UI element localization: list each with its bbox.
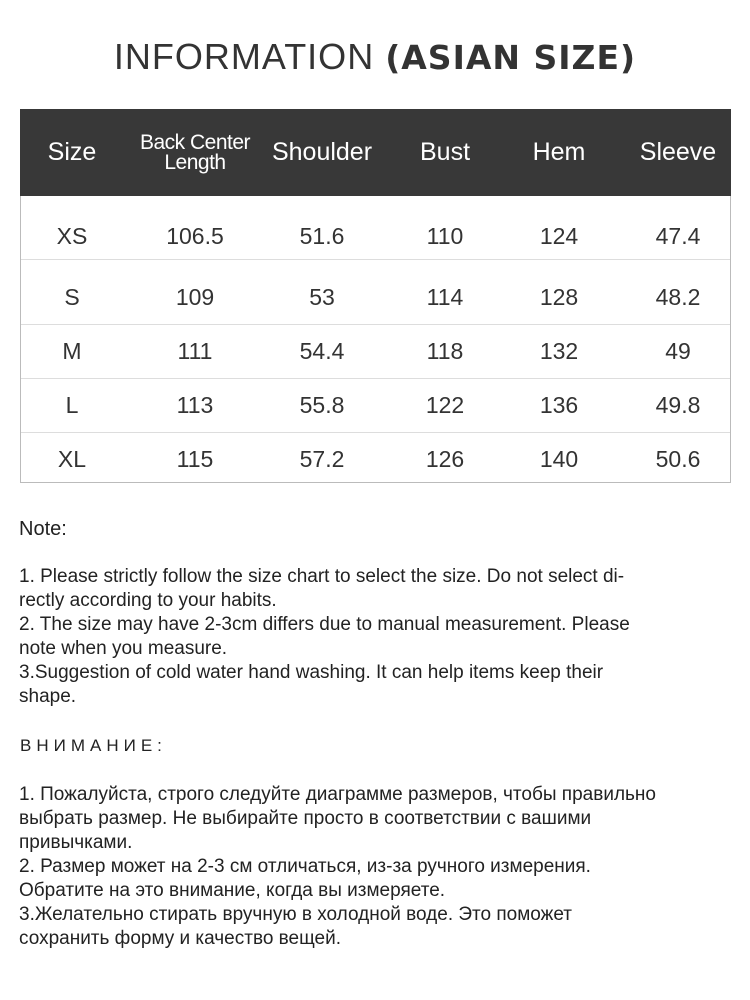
table-cell: 51.6 [299, 223, 345, 249]
table-cell: 132 [539, 338, 579, 364]
note-line: 2. The size may have 2-3cm differs due t… [19, 614, 630, 635]
title-light: INFORMATION [113, 36, 386, 77]
table-cell: 118 [426, 338, 464, 364]
table-cell: 49 [665, 338, 691, 364]
table-row: M 111 54.4 118 132 49 [21, 324, 730, 379]
table-cell: M [62, 338, 82, 364]
note-line: привычками. [19, 832, 133, 853]
size-table: Size Back Center Length Shoulder Bust Hem Sle… [20, 109, 731, 483]
note-line: shape. [19, 686, 77, 707]
page-title: INFORMATION (ASIAN SIZE) [0, 36, 750, 78]
table-cell: XL [57, 446, 87, 472]
note-line: сохранить форму и качество вещей. [19, 928, 341, 949]
table-cell: 53 [309, 284, 335, 310]
column-header: Back Center Length [139, 130, 251, 174]
table-cell: 128 [539, 284, 579, 310]
table-row: XS 106.5 51.6 110 124 47.4 [21, 211, 730, 260]
table-cell: 49.8 [655, 392, 701, 418]
title-bold: (ASIAN SIZE) [385, 38, 637, 77]
table-cell: XS [56, 223, 88, 249]
note-line: 3.Желательно стирать вручную в холодной … [19, 904, 573, 925]
table-cell: 50.6 [655, 446, 701, 472]
table-cell: 57.2 [299, 446, 345, 472]
table-row: XL 115 57.2 126 140 50.6 [21, 432, 730, 486]
column-header: Shoulder [271, 138, 373, 166]
table-cell: 140 [539, 446, 579, 472]
note-line: выбрать размер. Не выбирайте просто в со… [19, 808, 592, 829]
table-cell: 126 [425, 446, 465, 472]
table-cell: 110 [426, 223, 464, 249]
table-cell: 106.5 [166, 223, 224, 249]
table-cell: 109 [175, 284, 215, 310]
table-cell: 113 [176, 392, 214, 418]
note-line: 3.Suggestion of cold water hand washing.… [19, 662, 604, 683]
table-cell: 114 [426, 284, 464, 310]
table-row: L 113 55.8 122 136 49.8 [21, 378, 730, 433]
table-header: Size Back Center Length Shoulder Bust Hem Sle… [20, 109, 731, 196]
table-cell: 48.2 [655, 284, 701, 310]
table-cell: 47.4 [655, 223, 701, 249]
table-cell: L [65, 392, 79, 418]
column-header: Sleeve [639, 138, 717, 166]
note-line: rectly according to your habits. [19, 590, 277, 611]
table-cell: 111 [177, 338, 213, 364]
column-header: Bust [419, 138, 471, 166]
note-line: note when you measure. [19, 638, 228, 659]
table-cell: 54.4 [299, 338, 345, 364]
table-row: S 109 53 114 128 48.2 [21, 270, 730, 325]
table-cell: 136 [539, 392, 579, 418]
table-cell: 124 [539, 223, 579, 249]
note-line: 1. Пожалуйста, строго следуйте диаграмме… [19, 784, 656, 805]
table-cell: 115 [176, 446, 214, 472]
note-heading: Note: [19, 518, 67, 540]
note-line: Обратите на это внимание, когда вы измер… [19, 880, 446, 901]
note-line: 2. Размер может на 2-3 см отличаться, из… [19, 856, 591, 877]
table-cell: S [64, 284, 80, 310]
column-header: Size [47, 138, 97, 166]
note-line: 1. Please strictly follow the size chart… [19, 566, 625, 587]
note-ru-heading: ВНИМАНИЕ: [20, 736, 167, 755]
column-header: Hem [532, 138, 586, 166]
table-cell: 122 [425, 392, 465, 418]
table-cell: 55.8 [299, 392, 345, 418]
